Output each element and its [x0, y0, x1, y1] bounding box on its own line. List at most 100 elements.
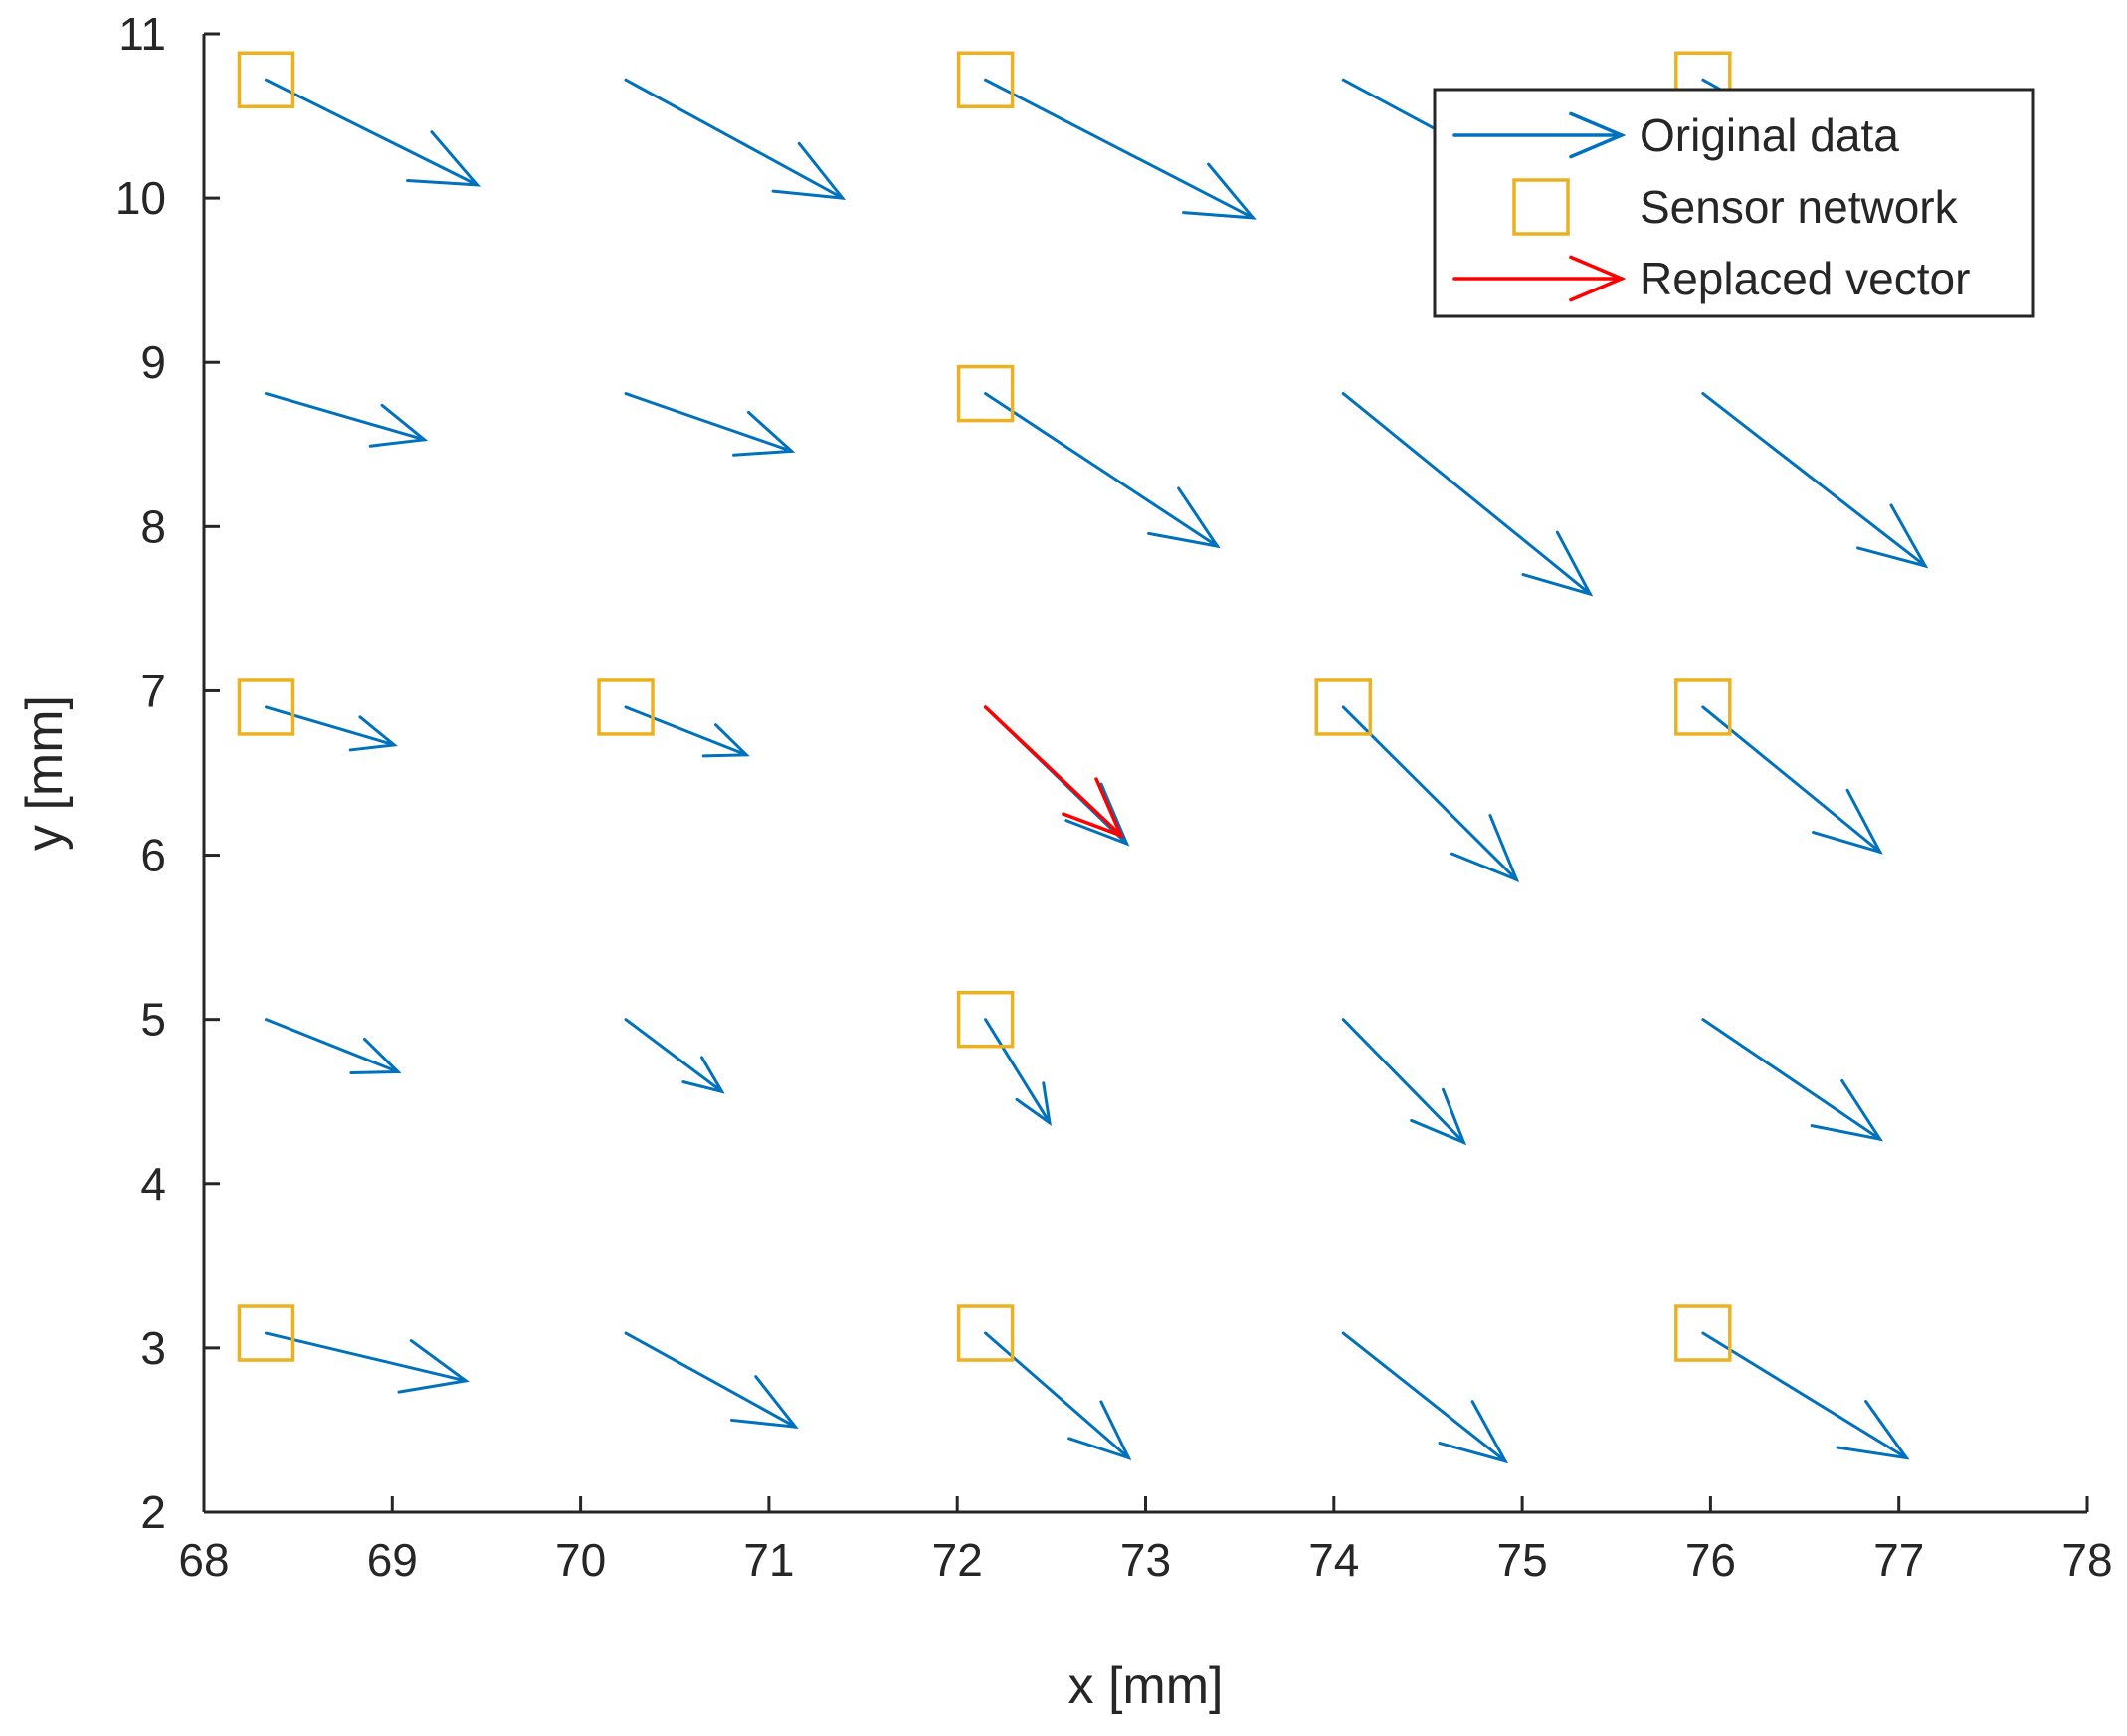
original-vector-21-shaft [264, 1331, 468, 1383]
original-vector-3-shaft [984, 78, 1255, 220]
x-tick-label-71: 71 [743, 1534, 794, 1586]
legend-arrow-replaced-vector-head [1569, 255, 1627, 302]
original-vector-6-head [368, 403, 429, 448]
original-vector-18-shaft [984, 1018, 1052, 1125]
legend-arrow-original-data-head [1569, 111, 1627, 159]
original-vector-10-head [1856, 503, 1929, 569]
original-vector-23 [984, 1331, 1132, 1461]
legend-label-sensor-network: Sensor network [1640, 181, 1959, 233]
original-vector-17 [624, 1018, 725, 1094]
original-vector-20 [1701, 1018, 1883, 1142]
y-tick-label-11: 11 [118, 8, 166, 60]
legend-arrow-replaced-vector [1452, 255, 1627, 302]
original-vector-25 [1701, 1331, 1910, 1460]
original-vector-11-shaft [264, 705, 396, 747]
original-vector-19-head [1410, 1087, 1467, 1146]
original-vector-14-head [1450, 814, 1520, 883]
y-tick-label-9: 9 [140, 336, 166, 388]
original-vector-17-shaft [624, 1018, 724, 1093]
x-tick-label-78: 78 [2061, 1534, 2112, 1586]
x-tick-label-74: 74 [1308, 1534, 1359, 1586]
replaced-vectors [983, 705, 1125, 839]
sensor-marker-11 [956, 1304, 1015, 1362]
sensor-marker-12 [1674, 1304, 1732, 1362]
original-vector-18 [984, 1018, 1052, 1126]
original-vector-12-head [701, 723, 750, 758]
original-vector-14-shaft [1341, 705, 1518, 881]
replaced-vector-1-head [1062, 777, 1125, 839]
original-vector-10-shaft [1701, 392, 1927, 568]
sensor-marker-10 [237, 1304, 295, 1362]
x-tick-label-73: 73 [1120, 1534, 1171, 1586]
original-vector-16-shaft [264, 1018, 400, 1074]
original-vector-2 [624, 78, 847, 200]
y-tick-label-4: 4 [140, 1158, 166, 1210]
original-vector-20-head [1810, 1078, 1883, 1142]
replaced-vector-1-shaft [983, 705, 1123, 838]
original-vector-23-head [1067, 1400, 1132, 1461]
original-vector-13-head [1064, 782, 1130, 847]
original-vector-9-shaft [1341, 392, 1592, 596]
y-tick-label-2: 2 [140, 1486, 166, 1538]
sensor-marker-7 [1314, 678, 1373, 736]
sensor-marker-9 [956, 990, 1015, 1049]
x-tick-label-72: 72 [932, 1534, 983, 1586]
original-vector-11-head [348, 715, 398, 752]
y-tick-label-10: 10 [115, 172, 166, 224]
original-vector-19-shaft [1341, 1018, 1465, 1144]
original-vector-2-head [771, 141, 847, 200]
original-vector-6-shaft [264, 392, 426, 442]
original-vector-20-shaft [1701, 1018, 1882, 1141]
original-vector-24-head [1438, 1400, 1509, 1464]
y-tick-label-3: 3 [140, 1322, 166, 1374]
original-vector-12 [624, 705, 750, 758]
original-vector-22-shaft [624, 1331, 797, 1429]
y-tick-label-6: 6 [140, 830, 166, 881]
original-vector-7-shaft [624, 392, 794, 453]
original-vector-23-shaft [984, 1331, 1130, 1460]
legend: Original data Sensor network Replaced vect… [1433, 88, 2035, 318]
original-vector-21 [264, 1331, 470, 1394]
x-tick-label-69: 69 [367, 1534, 418, 1586]
original-vector-18-head [1015, 1081, 1052, 1126]
original-vector-9-head [1521, 530, 1594, 597]
sensor-marker-6 [597, 678, 655, 736]
original-vector-15-shaft [1701, 705, 1882, 854]
original-vector-9 [1341, 392, 1594, 597]
original-vector-16-head [349, 1037, 402, 1074]
x-axis-label: x [mm] [1068, 1657, 1224, 1715]
original-vector-16 [264, 1018, 402, 1074]
x-tick-label-76: 76 [1685, 1534, 1736, 1586]
legend-square-sensor-network [1512, 178, 1570, 236]
original-vector-1-shaft [264, 78, 479, 187]
original-vector-19 [1341, 1018, 1467, 1146]
legend-label-replaced-vector: Replaced vector [1640, 253, 1970, 304]
original-vector-8-head [1147, 486, 1221, 549]
original-vector-22 [624, 1331, 799, 1430]
x-tick-label-68: 68 [178, 1534, 229, 1586]
sensor-marker-2 [956, 51, 1015, 108]
original-vector-17-head [681, 1056, 725, 1094]
y-tick-label-8: 8 [140, 500, 166, 552]
original-vector-12-shaft [624, 705, 748, 757]
original-vector-24 [1341, 1331, 1509, 1464]
x-tick-label-75: 75 [1497, 1534, 1548, 1586]
x-tick-label-77: 77 [1873, 1534, 1924, 1586]
original-vector-8-shaft [984, 392, 1219, 548]
original-vector-24-shaft [1341, 1331, 1507, 1463]
original-vector-2-shaft [624, 78, 845, 200]
sensor-network-markers [237, 51, 1732, 1362]
original-vector-8 [984, 392, 1221, 549]
sensor-marker-5 [237, 678, 295, 736]
original-vector-15 [1701, 705, 1883, 855]
sensor-marker-4 [956, 364, 1015, 423]
original-vector-7-head [732, 410, 796, 457]
original-vector-6 [264, 392, 429, 448]
original-vector-7 [624, 392, 796, 457]
original-vector-22-head [730, 1375, 799, 1430]
original-vector-21-head [397, 1339, 470, 1394]
original-vector-3 [984, 78, 1257, 220]
y-tick-label-7: 7 [140, 665, 166, 716]
